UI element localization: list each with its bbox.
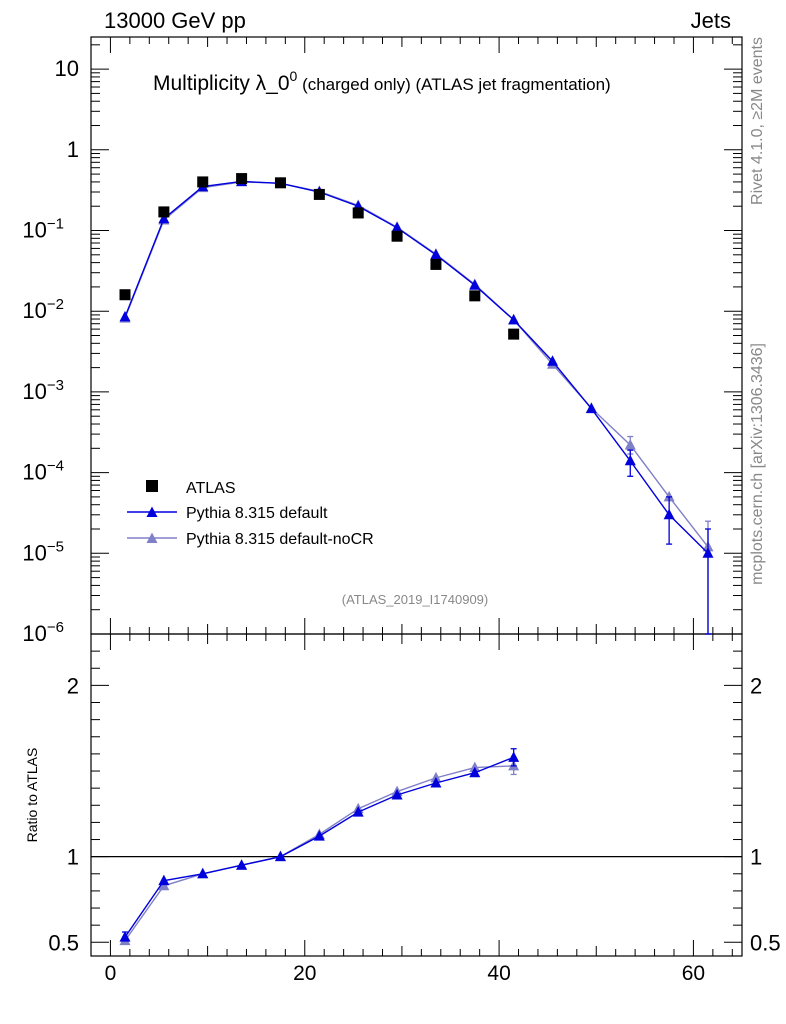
x-tick-label: 0 [105, 962, 117, 985]
atlas-data-point [508, 328, 520, 340]
ratio-y-tick-label-left: 2 [67, 673, 79, 698]
pythia-8-315-default-point [430, 248, 442, 260]
ratio-y-tick-label-left: 0.5 [48, 930, 79, 955]
ratio-y-tick-label-right: 2 [750, 673, 762, 698]
main-y-tick-label: 10 [55, 56, 79, 81]
x-tick-label: 20 [293, 962, 316, 985]
atlas-data-point [469, 290, 481, 302]
pythia-8-315-default-point [391, 221, 403, 233]
ratio-pythia-8-315-default-point [158, 874, 170, 886]
atlas-data-point [391, 230, 403, 242]
legend-default-label: Pythia 8.315 default [186, 505, 328, 522]
ratio-pythia-8-315-default-point [119, 931, 131, 942]
main-y-tick-label: 10−1 [22, 216, 64, 243]
x-axis: 0 20 40 60 [105, 37, 733, 985]
header-jets-label: Jets [691, 8, 731, 33]
ratio-pythia-8-315-default-point [508, 751, 520, 762]
pythia-8-315-default-point [469, 279, 481, 290]
ratio-y-axis-label: Ratio to ATLAS [24, 748, 40, 843]
main-y-tick-label: 10−6 [22, 619, 64, 646]
main-y-tick-label: 10−5 [22, 538, 64, 565]
legend-atlas-marker [146, 480, 158, 492]
ratio-pythia-8-315-default-point [274, 850, 286, 862]
pythia-8-315-default-point [547, 355, 559, 366]
atlas-data-point [274, 177, 286, 189]
ratio-pythia-8-315-default-point [352, 806, 364, 817]
chart-title: Multiplicity λ_00 (charged only) (ATLAS … [153, 68, 611, 95]
pythia-8-315-default-point [119, 310, 131, 322]
main-y-tick-label: 1 [67, 137, 79, 162]
ratio-series-group [119, 748, 520, 946]
pythia-8-315-default-point [508, 313, 520, 325]
atlas-data-point [236, 173, 248, 185]
ratio-pythia-8-315-default-nocr-line [124, 765, 514, 941]
main-y-axis: 10 1 10−1 10−2 10−3 10−4 10−5 10−6 [22, 44, 742, 646]
legend-default-marker [146, 506, 158, 517]
title-main: Multiplicity λ_0 [153, 72, 290, 95]
header-energy-label: 13000 GeV pp [104, 8, 246, 33]
ratio-pythia-8-315-default-point [391, 789, 403, 800]
pythia-8-315-default-point [702, 547, 714, 558]
atlas-data-point [119, 289, 131, 301]
main-y-tick-label: 10−2 [22, 296, 64, 323]
title-subtitle: (charged only) (ATLAS jet fragmentation) [297, 75, 610, 94]
pythia-8-315-default-point [663, 508, 675, 520]
analysis-id-label: (ATLAS_2019_I1740909) [342, 592, 488, 607]
ratio-y-tick-label-left: 1 [67, 845, 79, 870]
ratio-pythia-8-315-default-point [469, 766, 481, 778]
legend-nocr-label: Pythia 8.315 default-noCR [186, 531, 374, 548]
ratio-pythia-8-315-default-line [124, 756, 514, 938]
ratio-pythia-8-315-default-point [430, 777, 442, 788]
ratio-y-axis: 2 2 1 1 0.5 0.5 [48, 650, 781, 955]
ratio-pythia-8-315-default-point [197, 867, 209, 879]
ratio-plot-frame [90, 633, 743, 957]
atlas-data-point [352, 207, 364, 219]
pythia-8-315-default-point [624, 454, 636, 466]
atlas-data-point [158, 206, 170, 218]
pythia-8-315-default-nocr-point [663, 490, 675, 502]
title-superscript: 0 [290, 68, 298, 84]
x-tick-label: 40 [487, 962, 510, 985]
legend: ATLAS Pythia 8.315 default Pythia 8.315 … [127, 480, 374, 548]
pythia-8-315-default-point [158, 212, 170, 224]
legend-atlas-label: ATLAS [186, 480, 236, 497]
atlas-data-point [197, 176, 209, 188]
main-y-tick-label: 10−3 [22, 377, 64, 404]
mcplots-label: mcplots.cern.ch [arXiv:1306.3436] [749, 343, 766, 585]
atlas-data-point [430, 258, 442, 270]
ratio-y-tick-label-right: 1 [750, 845, 762, 870]
ratio-pythia-8-315-default-point [313, 830, 325, 841]
pythia-8-315-default-line [124, 180, 709, 554]
pythia-8-315-default-nocr-point [624, 438, 636, 450]
x-tick-label: 60 [682, 962, 705, 985]
ratio-pythia-8-315-default-point [236, 859, 248, 870]
main-series-group [119, 173, 714, 635]
pythia-8-315-default-point [585, 402, 597, 414]
main-y-tick-label: 10−4 [22, 458, 64, 485]
rivet-version-label: Rivet 4.1.0, ≥2M events [749, 37, 766, 205]
atlas-data-point [313, 188, 325, 200]
ratio-y-tick-label-right: 0.5 [750, 930, 781, 955]
legend-nocr-marker [146, 532, 158, 543]
